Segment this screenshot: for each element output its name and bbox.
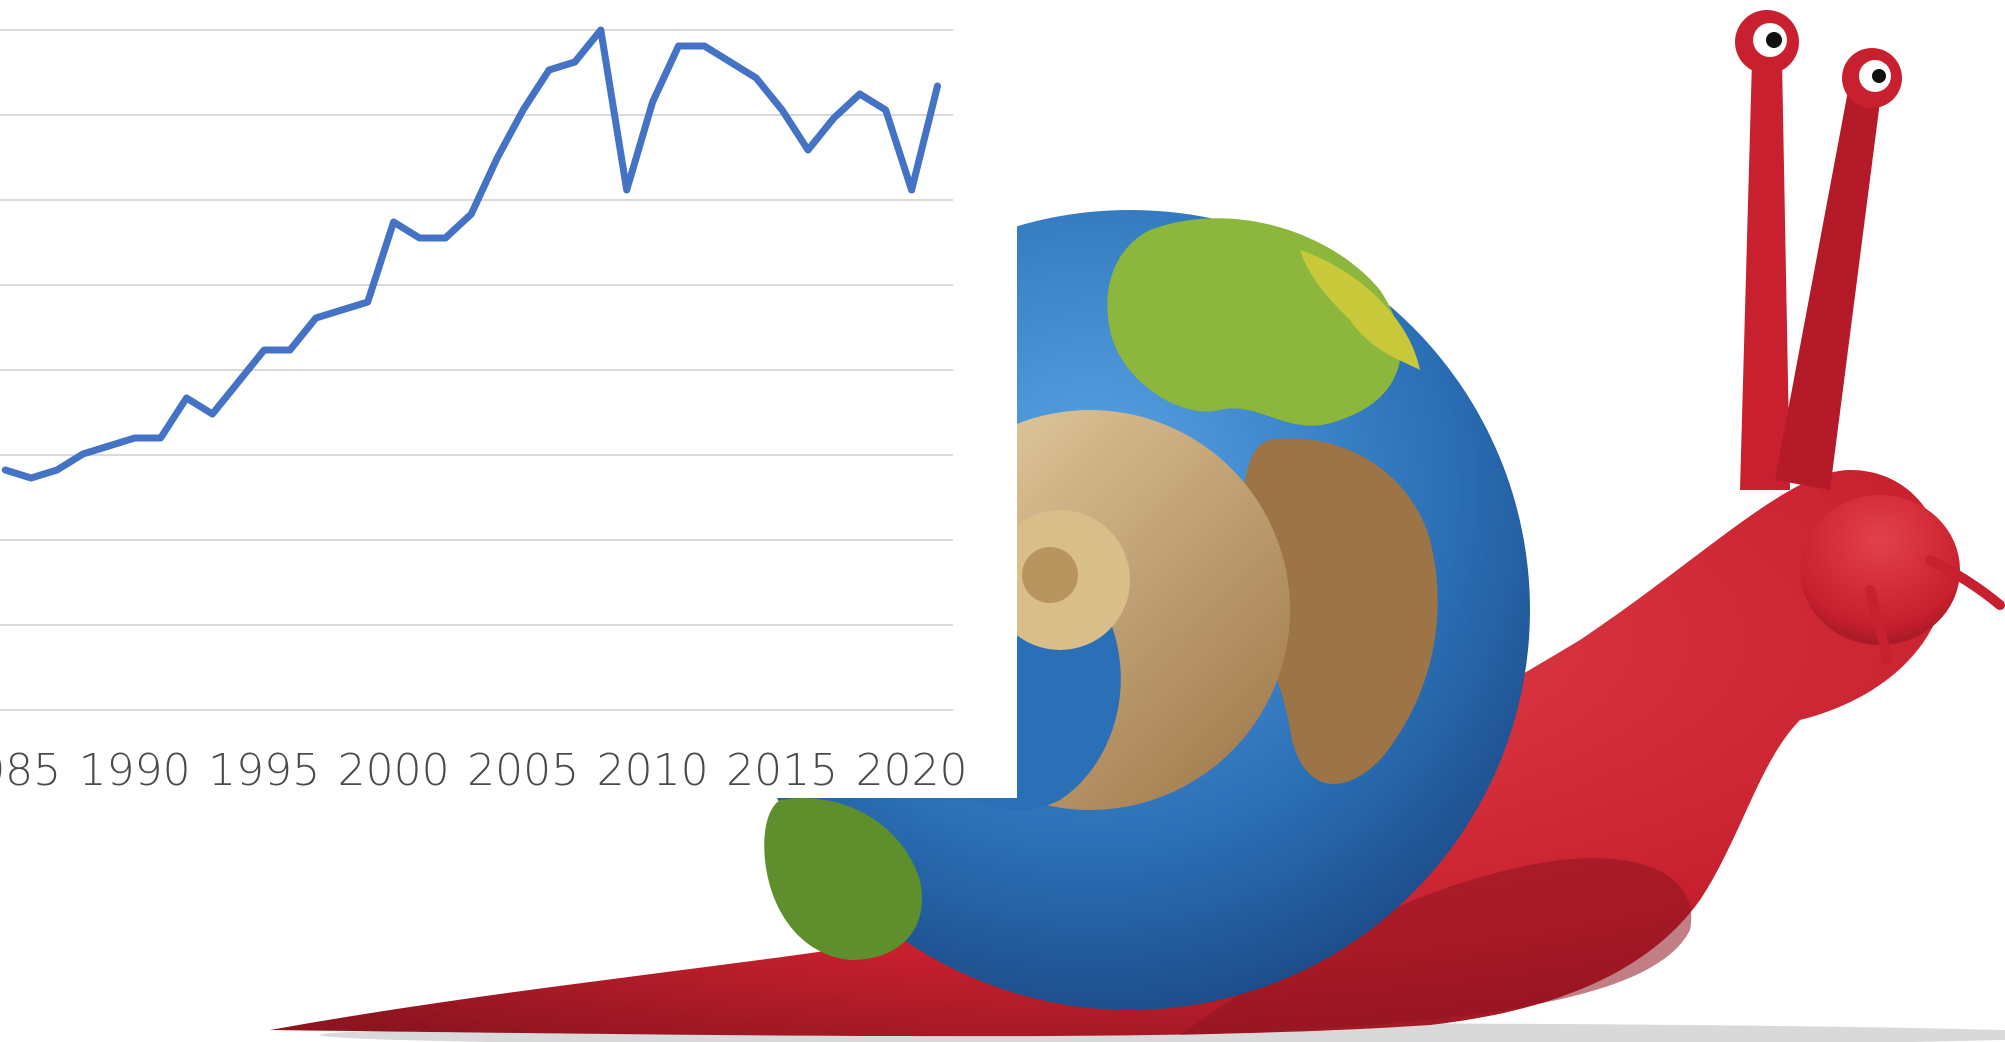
gridlines — [0, 29, 953, 711]
x-tick-label: 2015 — [726, 745, 838, 796]
data-point — [623, 187, 630, 193]
antenna-right — [1925, 555, 2005, 610]
data-point — [390, 219, 397, 225]
data-point — [649, 99, 656, 105]
data-point — [546, 67, 553, 73]
data-point — [908, 187, 915, 193]
snail-body-shadow — [1180, 858, 1692, 1035]
data-point — [494, 155, 501, 161]
data-point — [28, 475, 35, 481]
data-point — [856, 91, 863, 97]
data-point — [753, 75, 760, 81]
series-line — [1, 26, 941, 482]
data-point — [804, 147, 811, 153]
data-point — [312, 315, 319, 321]
data-point — [105, 443, 112, 449]
eye-stalk-left — [1740, 60, 1790, 490]
data-point — [209, 411, 216, 417]
eye-left-pupil — [1766, 32, 1782, 48]
x-tick-labels: 1985 1990 1995 2000 2005 2010 2015 2020 — [0, 745, 968, 796]
continent-yellow — [1300, 250, 1420, 370]
data-point — [2, 467, 9, 473]
shell-core-center — [1022, 547, 1078, 603]
x-tick-label: 1995 — [208, 745, 320, 796]
eye-right-pupil — [1872, 69, 1886, 83]
data-point — [520, 107, 527, 113]
data-point — [597, 27, 604, 33]
data-point — [131, 435, 138, 441]
line-chart: 1985 1990 1995 2000 2005 2010 2015 2020 — [0, 26, 968, 796]
continent-africa — [1238, 438, 1438, 784]
x-tick-label: 2010 — [597, 745, 709, 796]
data-point — [338, 307, 345, 313]
data-point — [675, 43, 682, 49]
x-tick-label: 1990 — [79, 745, 191, 796]
data-point — [53, 467, 60, 473]
data-point — [79, 451, 86, 457]
data-point — [261, 347, 268, 353]
x-tick-label: 1985 — [0, 745, 61, 796]
data-point — [235, 379, 242, 385]
data-point — [157, 435, 164, 441]
data-point — [364, 299, 371, 305]
data-point — [727, 59, 734, 65]
data-point — [183, 395, 190, 401]
data-point — [779, 107, 786, 113]
x-tick-label: 2020 — [856, 745, 968, 796]
eye-stalk-right — [1775, 80, 1882, 490]
series-line-layer — [1, 26, 941, 482]
data-point — [830, 115, 837, 121]
continent-lower — [764, 798, 922, 960]
data-point — [416, 235, 423, 241]
data-point — [468, 211, 475, 217]
antenna-left — [1865, 585, 1893, 665]
data-point — [442, 235, 449, 241]
data-point — [571, 59, 578, 65]
x-tick-label: 2000 — [338, 745, 450, 796]
snail-head — [1800, 495, 1960, 645]
data-point — [287, 347, 294, 353]
line-chart-panel: 1985 1990 1995 2000 2005 2010 2015 2020 — [0, 0, 1017, 798]
data-point — [934, 83, 941, 89]
data-point — [882, 107, 889, 113]
data-point — [701, 43, 708, 49]
x-tick-label: 2005 — [467, 745, 579, 796]
